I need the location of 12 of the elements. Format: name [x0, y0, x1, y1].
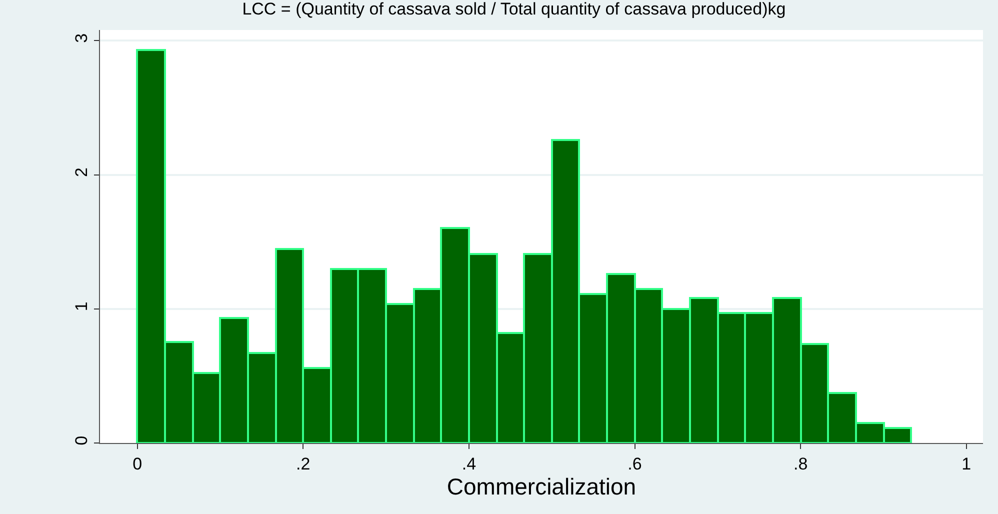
x-tick-label: .2 — [296, 454, 310, 474]
x-tick-label: .6 — [628, 454, 642, 474]
x-tick-label: 0 — [132, 454, 142, 474]
y-tick-label: 3 — [72, 33, 92, 43]
chart-title: LCC = (Quantity of cassava sold / Total quantity of cassava produced)kg — [242, 0, 786, 18]
x-tick-label: .4 — [462, 454, 476, 474]
y-tick-label: 2 — [72, 168, 92, 178]
x-tick-label: .8 — [794, 454, 808, 474]
y-tick-label: 1 — [72, 302, 92, 312]
y-tick-label: 0 — [72, 436, 92, 446]
x-axis-title: Commercialization — [446, 473, 636, 500]
x-tick-label: 1 — [962, 454, 972, 474]
